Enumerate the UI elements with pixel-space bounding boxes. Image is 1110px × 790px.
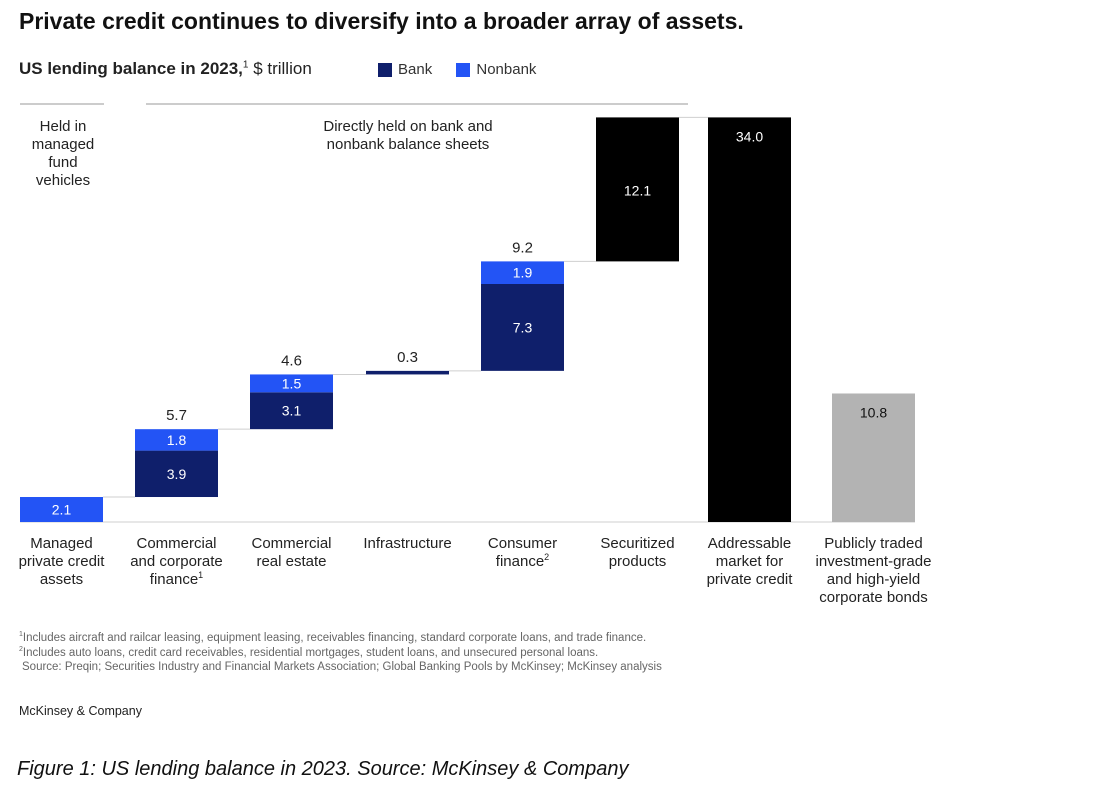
bar-6-segment-total xyxy=(708,117,791,523)
total-label-bar-3: 0.3 xyxy=(397,349,418,366)
chart-title: Private credit continues to diversify in… xyxy=(19,8,744,34)
category-label: products xyxy=(609,553,667,570)
data-label-bar-6: 34.0 xyxy=(736,128,763,144)
subtitle-unit: $ trillion xyxy=(248,59,312,78)
footnote-2-mark: 2 xyxy=(19,646,23,653)
data-label-bar-7: 10.8 xyxy=(860,404,887,420)
footnote-1-mark: 1 xyxy=(19,631,23,638)
legend-label-nonbank: Nonbank xyxy=(476,61,537,78)
section-label-managed: vehicles xyxy=(36,172,90,189)
bar-3-segment-bank xyxy=(366,370,449,375)
category-label: assets xyxy=(40,571,83,588)
bar-4-segment-bank xyxy=(481,284,564,371)
section-label-managed: managed xyxy=(32,136,95,153)
chart-legend: Bank Nonbank xyxy=(378,61,556,81)
category-label: investment-grade xyxy=(816,553,932,570)
section-label-direct: nonbank balance sheets xyxy=(327,136,490,153)
category-label: corporate bonds xyxy=(819,589,927,606)
legend-item-bank: Bank xyxy=(378,61,432,78)
source-text: Source: Preqin; Securities Industry and … xyxy=(22,661,662,673)
category-label: Commercial xyxy=(251,535,331,552)
bar-1-segment-nonbank xyxy=(135,429,218,451)
data-label-bar-2: 3.1 xyxy=(282,403,302,419)
category-label: Managed xyxy=(30,535,93,552)
bar-7-segment-public xyxy=(832,393,915,522)
category-label: finance2 xyxy=(496,552,549,570)
bar-1-segment-bank xyxy=(135,450,218,498)
data-label-bar-4: 1.9 xyxy=(513,265,533,281)
bar-2-segment-bank xyxy=(250,392,333,430)
data-label-bar-5: 12.1 xyxy=(624,182,651,198)
chart-subtitle: US lending balance in 2023,1 $ trillion xyxy=(19,59,312,79)
legend-item-nonbank: Nonbank xyxy=(456,61,536,78)
legend-label-bank: Bank xyxy=(398,61,433,78)
data-label-bar-1: 1.8 xyxy=(167,432,187,448)
category-label: private credit xyxy=(707,571,794,588)
source-note: Source: Preqin; Securities Industry and … xyxy=(22,661,662,673)
legend-swatch-bank xyxy=(378,62,392,77)
bar-2-segment-nonbank xyxy=(250,374,333,393)
footnote-2-text: Includes auto loans, credit card receiva… xyxy=(22,646,599,659)
brand-name: McKinsey & Company xyxy=(19,704,142,718)
category-label: Securitized xyxy=(600,535,674,552)
section-label-direct: Directly held on bank and xyxy=(323,118,492,135)
footnote-1: 1Includes aircraft and railcar leasing, … xyxy=(19,631,646,644)
footnote-2: 2Includes auto loans, credit card receiv… xyxy=(19,646,598,659)
section-label-managed: Held in xyxy=(40,118,87,135)
section-label-managed: fund xyxy=(48,154,77,171)
total-label-bar-2: 4.6 xyxy=(281,352,302,369)
footnote-1-text: Includes aircraft and railcar leasing, e… xyxy=(22,631,647,644)
data-label-bar-0: 2.1 xyxy=(52,502,72,518)
data-label-bar-1: 3.9 xyxy=(167,466,187,482)
total-label-bar-4: 9.2 xyxy=(512,239,533,256)
subtitle-text: US lending balance in 2023, xyxy=(19,59,243,78)
category-label: Addressable xyxy=(708,535,791,552)
category-label: market for xyxy=(716,553,784,570)
category-label: Consumer xyxy=(488,535,557,552)
category-label: Infrastructure xyxy=(363,535,451,552)
bar-0-segment-nonbank xyxy=(20,497,103,522)
bar-4-segment-nonbank xyxy=(481,261,564,284)
category-label: private credit xyxy=(19,553,106,570)
category-label: real estate xyxy=(256,553,326,570)
category-label: and corporate xyxy=(130,553,223,570)
bar-5-segment-total xyxy=(596,117,679,262)
category-label: Publicly traded xyxy=(824,535,922,552)
category-label: and high-yield xyxy=(827,571,920,588)
category-label: finance1 xyxy=(150,570,203,588)
data-label-bar-2: 1.5 xyxy=(282,375,302,391)
data-label-bar-4: 7.3 xyxy=(513,319,533,335)
category-label: Commercial xyxy=(136,535,216,552)
legend-swatch-nonbank xyxy=(456,62,471,77)
figure-caption: Figure 1: US lending balance in 2023. So… xyxy=(17,758,629,780)
total-label-bar-1: 5.7 xyxy=(166,407,187,424)
subtitle-footnote-mark: 1 xyxy=(242,59,249,71)
